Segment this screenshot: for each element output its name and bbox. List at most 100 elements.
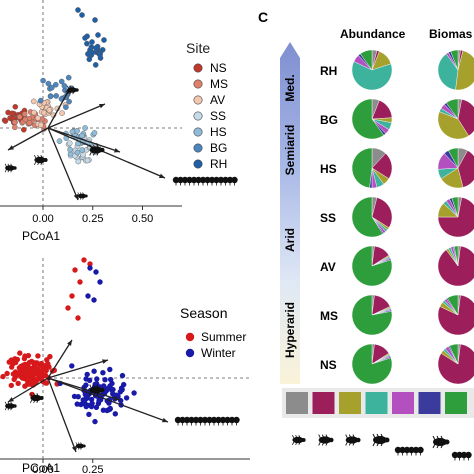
loading-arrow <box>47 87 71 129</box>
point-rh <box>92 17 98 23</box>
point-summer <box>26 367 32 374</box>
millipede-icon <box>172 176 238 186</box>
point-winter <box>71 393 78 400</box>
x-axis-label: PCoA1 <box>22 461 60 474</box>
point-winter <box>107 366 113 373</box>
point-hs <box>74 128 80 134</box>
point-ss <box>66 140 73 146</box>
point-av <box>30 98 37 105</box>
point-summer <box>65 305 71 311</box>
category-swatch <box>312 392 335 414</box>
site-label: RH <box>320 64 337 78</box>
pie-panel: C Abundance Biomas Med. Semiarid Arid Hy… <box>258 9 474 461</box>
point-rh <box>93 45 99 51</box>
point-winter <box>109 380 115 387</box>
beetle-icon <box>77 192 88 200</box>
pie-slice <box>448 147 459 169</box>
point-winter <box>105 385 112 391</box>
point-winter <box>123 395 130 401</box>
point-ns <box>9 110 16 117</box>
point-winter <box>74 401 80 407</box>
point-summer <box>16 365 23 371</box>
abundance-pie-av <box>351 245 393 287</box>
point-winter <box>106 400 112 406</box>
millipede-icon <box>394 446 424 456</box>
point-winter <box>107 406 113 412</box>
point-summer <box>17 350 23 356</box>
legend-swatch <box>185 332 195 342</box>
legend-title: Site <box>186 40 210 56</box>
point-summer <box>37 372 43 378</box>
point-winter <box>100 370 106 376</box>
arrow-head <box>67 340 72 346</box>
legend-label: MS <box>210 77 228 91</box>
point-winter <box>93 269 99 275</box>
x-axis-label: PCoA1 <box>22 229 60 243</box>
point-summer <box>14 356 21 363</box>
loading-arrow <box>47 127 121 153</box>
point-hs <box>74 149 81 156</box>
site-label: SS <box>320 211 336 225</box>
point-winter <box>69 363 75 369</box>
point-winter <box>87 265 93 271</box>
site-label: MS <box>320 309 338 323</box>
point-hs <box>91 130 98 136</box>
point-ms <box>26 120 33 126</box>
point-bg <box>61 83 68 89</box>
pie-slice <box>351 147 373 189</box>
point-winter <box>118 385 125 391</box>
point-summer <box>0 373 6 380</box>
point-summer <box>15 380 21 387</box>
point-summer <box>33 368 39 375</box>
pie-slice <box>351 98 385 140</box>
point-summer <box>45 361 51 367</box>
point-summer <box>34 360 40 366</box>
beetle-icon <box>34 155 48 165</box>
legend-label: SS <box>210 109 226 123</box>
beetle-icon <box>75 442 86 450</box>
point-winter <box>131 390 137 396</box>
pie-slice <box>359 49 373 71</box>
abundance-pie-hs <box>351 147 393 189</box>
point-winter <box>83 376 89 382</box>
loading-arrow <box>47 103 106 129</box>
point-winter <box>112 411 119 417</box>
point-ms <box>12 124 18 131</box>
pie-slice <box>437 343 474 385</box>
abundance-pie-ss <box>351 196 393 238</box>
point-hs <box>67 146 73 153</box>
point-summer <box>81 257 87 263</box>
point-rh <box>87 47 93 53</box>
point-hs <box>79 132 85 139</box>
point-bg <box>65 74 72 81</box>
point-summer <box>35 376 42 382</box>
legend-swatch <box>193 143 203 153</box>
category-swatch <box>339 392 361 414</box>
point-winter <box>88 403 95 410</box>
woodlouse-icon <box>345 434 361 446</box>
pie-slice <box>437 245 474 287</box>
point-bg <box>40 77 46 84</box>
pie-slice <box>437 53 459 91</box>
point-bg <box>49 84 55 91</box>
biomass-pie-bg <box>437 98 474 140</box>
point-winter <box>100 407 107 413</box>
abundance-pie-rh <box>351 49 393 91</box>
pie-slice <box>371 197 393 228</box>
site-label: HS <box>320 162 337 176</box>
beetle-icon <box>4 163 17 173</box>
panel-c-label: C <box>258 9 268 25</box>
point-summer <box>21 363 28 370</box>
ant-icon <box>292 435 306 445</box>
point-bg <box>45 80 52 87</box>
point-summer <box>4 370 10 377</box>
beetle-icon <box>318 434 334 446</box>
category-swatch <box>392 392 414 414</box>
pie-slice <box>449 343 459 365</box>
point-av <box>31 109 37 116</box>
arrow-head <box>114 396 120 401</box>
loading-arrow <box>47 377 169 423</box>
pie-slice <box>457 150 474 188</box>
legend-swatch <box>193 127 203 137</box>
